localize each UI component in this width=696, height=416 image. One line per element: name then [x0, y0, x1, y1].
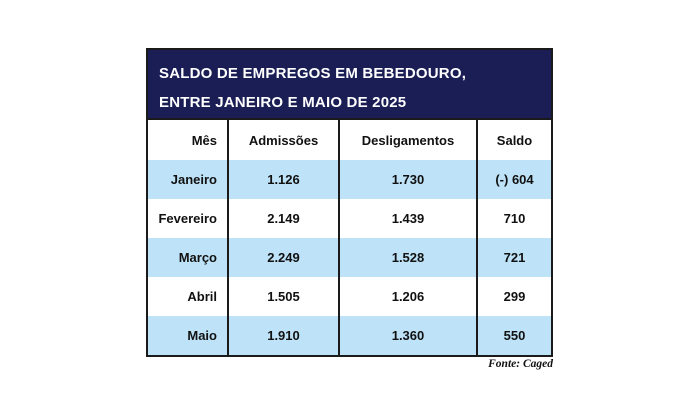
desligamentos-cell: 1.730 [340, 160, 478, 199]
table-row-fevereiro: Fevereiro 2.149 1.439 710 [148, 199, 551, 238]
month-cell: Março [148, 238, 229, 277]
admissoes-cell: 1.505 [229, 277, 340, 316]
admissoes-cell: 2.249 [229, 238, 340, 277]
header-cell-saldo: Saldo [496, 132, 533, 148]
table-row-janeiro: Janeiro 1.126 1.730 (-) 604 [148, 160, 551, 199]
desligamentos-cell: 1.360 [340, 316, 478, 355]
header-cell-desligamentos: Desligamentos [340, 120, 478, 160]
saldo-cell: 721 [503, 250, 526, 265]
month-cell: Janeiro [148, 160, 229, 199]
desligamentos-cell: 1.206 [340, 277, 478, 316]
saldo-cell: 550 [503, 328, 526, 343]
table-title-line-2: ENTRE JANEIRO E MAIO DE 2025 [159, 94, 407, 111]
admissoes-cell: 1.126 [229, 160, 340, 199]
header-cell-mes: Mês [148, 120, 229, 160]
table-row-abril: Abril 1.505 1.206 299 [148, 277, 551, 316]
saldo-cell: 710 [503, 211, 526, 226]
employment-table: SALDO DE EMPREGOS EM BEBEDOURO, ENTRE JA… [146, 48, 553, 357]
saldo-cell: 299 [503, 289, 526, 304]
desligamentos-cell: 1.439 [340, 199, 478, 238]
month-cell: Abril [148, 277, 229, 316]
admissoes-cell: 2.149 [229, 199, 340, 238]
table-row-marco: Março 2.249 1.528 721 [148, 238, 551, 277]
table-title: SALDO DE EMPREGOS EM BEBEDOURO, ENTRE JA… [148, 50, 551, 120]
month-cell: Fevereiro [148, 199, 229, 238]
table-header-row: Mês Admissões Desligamentos Saldo [148, 120, 551, 160]
table-title-line-1: SALDO DE EMPREGOS EM BEBEDOURO, [159, 65, 467, 82]
desligamentos-cell: 1.528 [340, 238, 478, 277]
table-row-maio: Maio 1.910 1.360 550 [148, 316, 551, 355]
header-cell-admissoes: Admissões [229, 120, 340, 160]
source-credit: Fonte: Caged [488, 358, 553, 370]
admissoes-cell: 1.910 [229, 316, 340, 355]
saldo-cell: (-) 604 [495, 172, 534, 187]
month-cell: Maio [148, 316, 229, 355]
